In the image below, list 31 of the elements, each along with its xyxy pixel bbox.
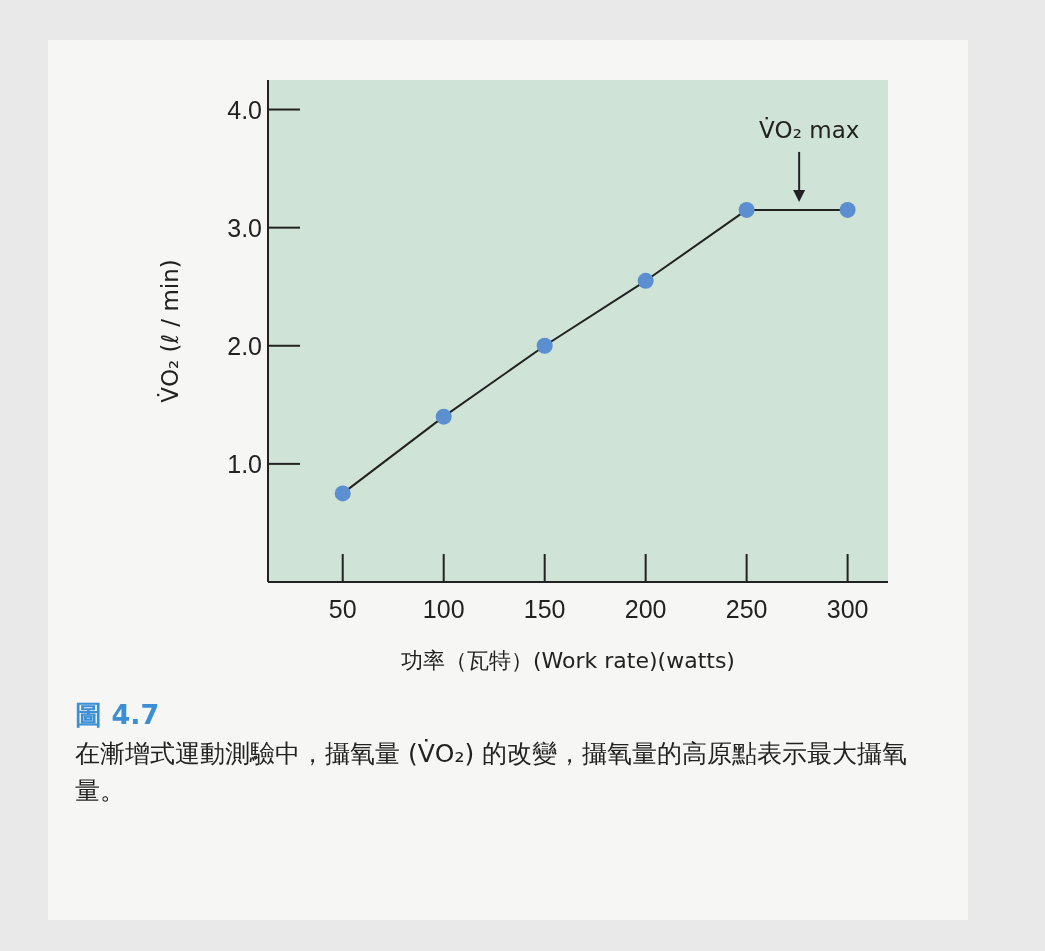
x-axis-tick: 150 (523, 553, 566, 623)
y-axis-tick: 2.0 (227, 331, 301, 360)
y-tick-label: 4.0 (227, 95, 262, 124)
point (334, 485, 351, 502)
x-axis-tick: 200 (624, 553, 667, 623)
x-axis-tick: 250 (725, 553, 768, 623)
point (738, 201, 755, 218)
x-tick-label: 200 (624, 595, 667, 623)
y-axis-tick: 1.0 (227, 449, 301, 478)
point (637, 272, 654, 289)
x-tick-label: 50 (328, 595, 357, 623)
y-axis-title: V̇O₂ (ℓ / min) (156, 259, 183, 403)
x-axis-tick: 100 (422, 553, 465, 623)
y-tick-label: 1.0 (227, 449, 262, 478)
x-tick-label: 300 (826, 595, 869, 623)
x-axis-title: 功率（瓦特）(Work rate)(watts) (401, 648, 735, 673)
point (536, 337, 553, 354)
x-axis-tick: 300 (826, 553, 869, 623)
caption: 圖 4.7 (75, 698, 160, 732)
annotation: V̇O₂ max (758, 116, 860, 143)
point (435, 408, 452, 425)
point (839, 201, 856, 218)
text: 在漸增式運動測驗中，攝氧量 (V̇O₂) 的改變，攝氧量的高原點表示最大攝氧量。 (75, 738, 909, 807)
x-tick-label: 250 (725, 595, 768, 623)
x-axis-tick: 50 (328, 553, 357, 623)
y-tick-label: 2.0 (227, 331, 262, 360)
y-axis-tick: 4.0 (227, 95, 301, 124)
x-tick-label: 150 (523, 595, 566, 623)
x-tick-label: 100 (422, 595, 465, 623)
y-tick-label: 3.0 (227, 213, 262, 242)
y-axis-tick: 3.0 (227, 213, 301, 242)
